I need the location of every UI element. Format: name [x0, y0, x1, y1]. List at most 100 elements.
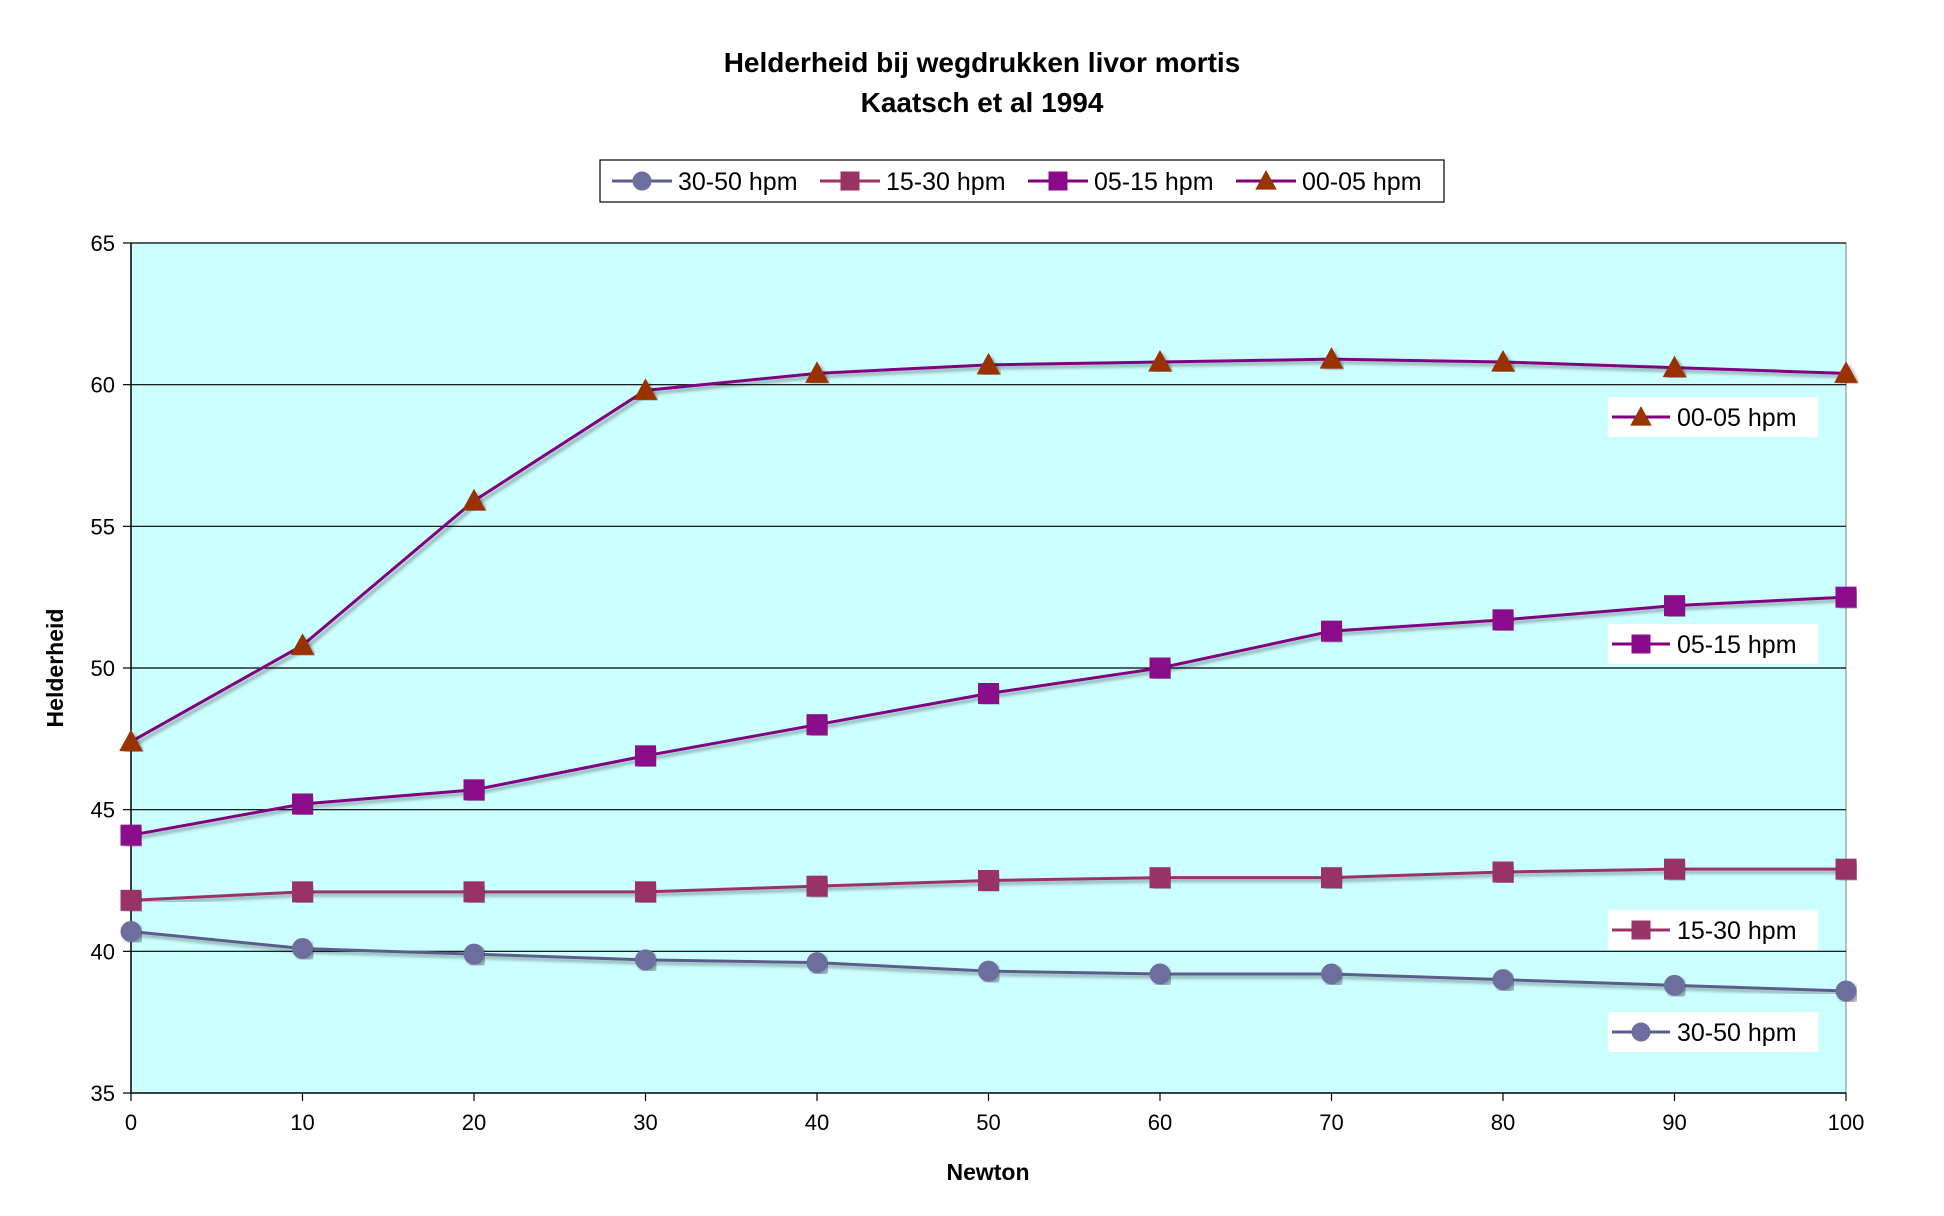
point-30-50-hpm-80	[1492, 969, 1514, 991]
legend-label-30-50-hpm: 30-50 hpm	[678, 168, 798, 196]
point-00-05-hpm-20	[462, 488, 486, 511]
series-label-marker-15-30-hpm	[1631, 920, 1651, 940]
gridlines	[131, 242, 1846, 952]
y-tick-label-40: 40	[91, 939, 115, 964]
series-15-30-hpm	[120, 858, 1857, 911]
chart-title: Helderheid bij wegdrukken livor mortis	[724, 47, 1241, 78]
x-tick-label-70: 70	[1319, 1110, 1343, 1135]
point-00-05-hpm-40	[805, 361, 829, 383]
x-tick-label-100: 100	[1828, 1110, 1865, 1135]
series-00-05-hpm	[119, 347, 1858, 752]
legend-marker-00-05-hpm	[1255, 170, 1277, 190]
point-00-05-hpm-90	[1662, 355, 1687, 378]
y-tick-label-50: 50	[91, 656, 115, 681]
legend-entry-15-30-hpm: 15-30 hpm	[820, 168, 1006, 196]
point-05-15-hpm-20	[463, 779, 485, 801]
point-00-05-hpm-60	[1148, 349, 1172, 372]
point-00-05-hpm-50	[976, 352, 1001, 375]
x-tick-label-10: 10	[290, 1110, 314, 1135]
x-tick-label-80: 80	[1491, 1110, 1515, 1135]
legend-entry-05-15-hpm: 05-15 hpm	[1028, 168, 1214, 196]
chart-subtitle: Kaatsch et al 1994	[861, 87, 1104, 118]
legend: 30-50 hpm 15-30 hpm 05-15 hpm 00-05 hpm	[599, 159, 1445, 203]
series-label-00-05-hpm: 00-05 hpm	[1608, 397, 1818, 437]
point-15-30-hpm-100	[1835, 858, 1857, 880]
point-15-30-hpm-10	[292, 881, 313, 903]
point-15-30-hpm-90	[1664, 858, 1685, 880]
legend-label-15-30-hpm: 15-30 hpm	[886, 168, 1006, 196]
point-05-15-hpm-100	[1835, 586, 1857, 608]
point-05-15-hpm-0	[120, 824, 142, 846]
series-label-15-30-hpm: 15-30 hpm	[1608, 910, 1818, 950]
point-30-50-hpm-90	[1664, 974, 1685, 996]
tick-labels: 35 40 45 50 55 60 65 0 10 20 30 40 50 60 70 80 90 100	[91, 231, 1865, 1135]
point-30-50-hpm-60	[1149, 963, 1171, 985]
point-00-05-hpm-70	[1319, 347, 1344, 369]
point-15-30-hpm-70	[1321, 867, 1342, 889]
y-axis-title: Helderheid	[42, 609, 68, 728]
y-tick-label-35: 35	[91, 1081, 115, 1106]
point-00-05-hpm-30	[633, 378, 658, 400]
series-label-05-15-hpm: 05-15 hpm	[1608, 624, 1818, 664]
point-30-50-hpm-50	[978, 960, 999, 982]
point-30-50-hpm-70	[1321, 963, 1342, 985]
point-00-05-hpm-0	[119, 729, 143, 752]
y-tick-label-55: 55	[91, 514, 115, 539]
series-label-text-00-05-hpm: 00-05 hpm	[1677, 404, 1797, 432]
x-tick-label-20: 20	[462, 1110, 486, 1135]
y-tick-label-60: 60	[91, 373, 115, 398]
legend-marker-15-30-hpm	[840, 171, 860, 191]
point-05-15-hpm-90	[1664, 595, 1685, 617]
legend-marker-30-50-hpm	[632, 171, 652, 191]
point-15-30-hpm-80	[1492, 861, 1514, 883]
axes	[123, 242, 1847, 1101]
point-30-50-hpm-100	[1835, 980, 1857, 1002]
y-tick-label-65: 65	[91, 231, 115, 256]
series-30-50-hpm	[120, 921, 1857, 1002]
point-00-05-hpm-80	[1491, 349, 1515, 372]
series-label-30-50-hpm: 30-50 hpm	[1608, 1012, 1818, 1052]
point-05-15-hpm-60	[1149, 657, 1171, 679]
point-15-30-hpm-60	[1149, 867, 1171, 889]
series-label-marker-05-15-hpm	[1631, 634, 1651, 654]
point-30-50-hpm-0	[120, 921, 142, 942]
x-tick-label-60: 60	[1148, 1110, 1172, 1135]
point-30-50-hpm-10	[292, 938, 313, 959]
y-tick-label-45: 45	[91, 798, 115, 823]
point-30-50-hpm-30	[635, 949, 656, 971]
legend-entry-30-50-hpm: 30-50 hpm	[612, 168, 798, 196]
x-tick-label-30: 30	[633, 1110, 657, 1135]
point-00-05-hpm-100	[1834, 361, 1858, 383]
legend-label-05-15-hpm: 05-15 hpm	[1094, 168, 1214, 196]
point-15-30-hpm-0	[120, 889, 142, 911]
legend-label-00-05-hpm: 00-05 hpm	[1302, 168, 1422, 196]
point-05-15-hpm-80	[1492, 609, 1514, 631]
series-label-marker-30-50-hpm	[1631, 1022, 1651, 1042]
point-05-15-hpm-50	[978, 683, 999, 704]
point-05-15-hpm-10	[292, 793, 313, 815]
point-15-30-hpm-40	[806, 875, 828, 897]
x-tick-label-50: 50	[976, 1110, 1000, 1135]
series-label-text-30-50-hpm: 30-50 hpm	[1677, 1019, 1797, 1047]
series-label-text-05-15-hpm: 05-15 hpm	[1677, 631, 1797, 659]
point-30-50-hpm-20	[463, 943, 485, 965]
legend-box	[599, 159, 1445, 203]
point-05-15-hpm-70	[1321, 620, 1342, 642]
point-30-50-hpm-40	[806, 952, 828, 974]
x-tick-label-40: 40	[805, 1110, 829, 1135]
point-15-30-hpm-30	[635, 881, 656, 903]
x-axis-title: Newton	[946, 1159, 1029, 1185]
point-05-15-hpm-40	[806, 714, 828, 736]
point-15-30-hpm-20	[463, 881, 485, 903]
series-layer	[119, 347, 1858, 1002]
point-00-05-hpm-10	[290, 633, 315, 655]
series-labels: 00-05 hpm 05-15 hpm 15-30 hpm 30-50 hpm	[1608, 397, 1818, 1052]
series-05-15-hpm	[120, 586, 1857, 846]
series-label-text-15-30-hpm: 15-30 hpm	[1677, 917, 1797, 945]
series-label-marker-00-05-hpm	[1630, 406, 1652, 426]
x-tick-label-0: 0	[125, 1110, 137, 1135]
point-15-30-hpm-50	[978, 870, 999, 891]
x-tick-label-90: 90	[1662, 1110, 1686, 1135]
